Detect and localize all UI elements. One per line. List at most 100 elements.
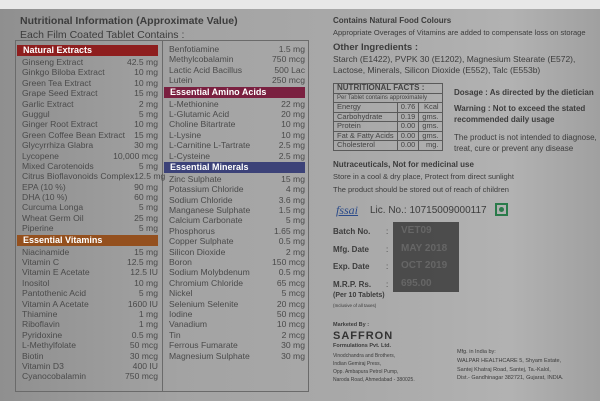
ingredient-row: Vitamin C 12.5 mg — [22, 257, 158, 267]
nf-row: Protein 0.00 gms. — [333, 121, 443, 132]
marketer-address: Vinodchandra and Brothers, Indian Gemiraj… — [333, 352, 415, 384]
nf-row: Cholesterol 0.00 mg. — [333, 140, 443, 151]
ingredient-name: Ginger Root Extract — [22, 119, 98, 130]
ingredient-name: Inositol — [22, 277, 50, 288]
ingredient-name: Green Tea Extract — [22, 77, 92, 88]
ingredient-name: Lycopene — [22, 150, 59, 161]
ingredient-amount: 150 mcg — [272, 257, 305, 268]
brand-name: SAFFRON — [333, 330, 394, 342]
colon: : — [386, 262, 389, 271]
ingredient-name: Lutein — [169, 75, 193, 86]
ingredient-amount: 2.5 mg — [278, 150, 305, 161]
ingredient-name: Wheat Germ Oil — [22, 212, 84, 223]
ingredient-name: Iodine — [169, 308, 193, 319]
other-ingredients-title: Other Ingredients : — [333, 42, 418, 53]
nf-cell: Energy — [333, 102, 398, 113]
natural-colours: Contains Natural Food Colours — [333, 16, 452, 25]
ingredient-amount: 12.5 mg — [126, 257, 158, 268]
ingredient-name: Vitamin E Acetate — [22, 267, 90, 278]
ingredient-row: Ginkgo Biloba Extract 10 mg — [22, 67, 158, 77]
ingredient-amount: 50 mcg — [129, 340, 158, 351]
ingredient-name: Benfotiamine — [169, 44, 220, 54]
ingredient-amount: 1.65 mg — [273, 225, 305, 236]
ingredient-amount: 5 mg — [285, 215, 305, 226]
ingredient-name: Niacinamide — [22, 246, 70, 257]
disclaimer: The product is not intended to diagnose, — [454, 133, 597, 142]
ingredient-amount: 5 mg — [138, 160, 158, 171]
ingredient-row: Selenium Selenite 20 mcg — [169, 299, 305, 309]
ingredient-amount: 5 mg — [138, 288, 158, 299]
ingredient-name: Methylcobalamin — [169, 54, 234, 65]
mrp-label: M.R.P. Rs. — [333, 280, 372, 289]
ingredient-row: Curcuma Longa 5 mg — [22, 202, 158, 212]
ingredient-name: Selenium Selenite — [169, 298, 239, 309]
ingredient-name: Vitamin A Acetate — [22, 298, 89, 309]
ingredient-amount: 250 mcg — [272, 75, 305, 86]
ingredient-row: Chromium Chloride 65 mcg — [169, 278, 305, 288]
ingredient-name: Magnesium Sulphate — [169, 350, 250, 361]
ingredient-name: Lactic Acid Bacillus — [169, 64, 243, 75]
nf-cell: Kcal — [418, 102, 443, 113]
ingredient-row: Grape Seed Extract 15 mg — [22, 88, 158, 98]
ingredient-amount: 20 mg — [281, 108, 305, 119]
ingredient-amount: 25 mg — [134, 212, 158, 223]
ingredient-row: Vanadium 10 mcg — [169, 319, 305, 329]
mrp-value: 695.00 — [401, 277, 432, 289]
nf-row: Energy 0.76 Kcal — [333, 102, 443, 113]
ingredient-name: Potassium Chloride — [169, 184, 244, 195]
ingredient-row: L-Carnitine L-Tartrate 2.5 mg — [169, 140, 305, 150]
ingredient-amount: 750 mcg — [272, 54, 305, 65]
nf-cell: 0.00 — [396, 140, 420, 151]
ingredient-name: Manganese Sulphate — [169, 205, 251, 216]
ingredient-row: Niacinamide 15 mg — [22, 247, 158, 257]
ingredient-amount: 20 mcg — [276, 298, 305, 309]
address-line: Dist.- Gandhinagar 382721, Gujarat, INDI… — [457, 375, 564, 381]
batch-label: Batch No. — [333, 227, 371, 236]
address-line: Santej Khatraj Road, Santej, Ta.-Kalol, — [457, 366, 551, 373]
exp-label: Exp. Date — [333, 262, 370, 271]
ingredient-amount: 500 Lac — [274, 64, 305, 75]
ingredient-row: Ginseng Extract 42.5 mg — [22, 57, 158, 67]
ingredient-row: Riboflavin 1 mg — [22, 319, 158, 329]
ingredient-row: Benfotiamine 1.5 mg — [169, 44, 305, 54]
ingredient-row: Sodium Molybdenum 0.5 mg — [169, 267, 305, 277]
ingredient-name: Mixed Carotenoids — [22, 160, 94, 171]
nutra-text: Nutraceuticals, Not for medicinal use — [333, 160, 474, 169]
ingredient-name: Ginkgo Biloba Extract — [22, 67, 105, 78]
ingredient-amount: 5 mg — [138, 202, 158, 213]
ingredient-row: EPA (10 %) 90 mg — [22, 182, 158, 192]
ingredient-name: L-Cysteine — [169, 150, 211, 161]
nutrition-subtitle: Each Film Coated Tablet Contains : — [20, 29, 185, 41]
ingredient-row: L-Methionine 22 mg — [169, 99, 305, 109]
ingredient-row: Pyridoxine 0.5 mg — [22, 330, 158, 340]
ingredient-amount: 10 mg — [134, 277, 158, 288]
ingredient-name: Thiamine — [22, 308, 58, 319]
ingredient-name: Piperine — [22, 223, 54, 234]
ingredient-name: L-Glutamic Acid — [169, 108, 230, 119]
ingredient-amount: 90 mg — [134, 181, 158, 192]
nutrition-title: Nutritional Information (Approximate Val… — [20, 15, 238, 27]
ingredient-amount: 1600 IU — [127, 298, 158, 309]
storage-note: Store in a cool & dry place, Protect fro… — [333, 172, 514, 181]
ingredient-row: L-Methylfolate 50 mcg — [22, 340, 158, 350]
nf-cell: Protein — [333, 121, 398, 132]
address-line: Opp. Ambapura Petrol Pump, — [333, 369, 399, 375]
nf-cell: Cholesterol — [333, 140, 398, 151]
ingredient-amount: 2 mg — [285, 246, 305, 257]
ingredient-row: Green Coffee Bean Extract 15 mg — [22, 130, 158, 140]
ingredient-row: Lycopene 10,000 mcg — [22, 151, 158, 161]
ingredient-amount: 10 mg — [134, 77, 158, 88]
ingredient-amount: 2 mcg — [281, 329, 305, 340]
mfg-value: MAY 2018 — [401, 242, 448, 254]
ingredient-row: Biotin 30 mcg — [22, 351, 158, 361]
ingredient-row: Nickel 5 mcg — [169, 288, 305, 298]
disclaimer: treat, cure or prevent any disease — [454, 144, 574, 153]
warning: Warning : Not to exceed the stated — [454, 104, 586, 113]
ingredient-amount: 30 mg — [134, 140, 158, 151]
nutraceutical-note: Nutraceuticals, Not for medicinal use — [333, 160, 474, 169]
ingredient-name: Chromium Chloride — [169, 277, 244, 288]
nf-cell: gms. — [418, 121, 443, 132]
nutritional-facts-table: NUTRITIONAL FACTS : Per Tablet contains … — [333, 83, 443, 151]
ingredient-row: Copper Sulphate 0.5 mg — [169, 236, 305, 246]
